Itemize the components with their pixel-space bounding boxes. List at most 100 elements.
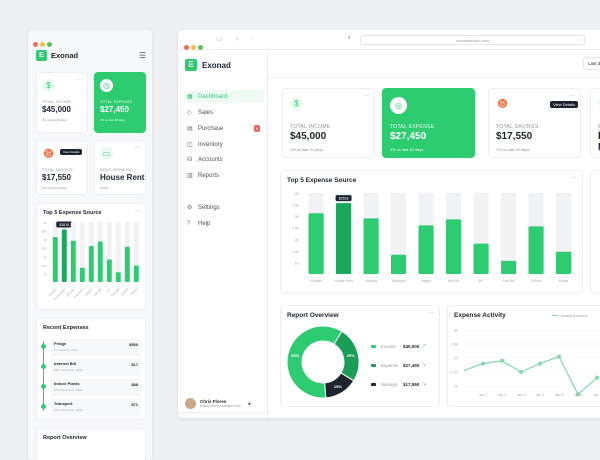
- bar-rosato[interactable]: [52, 237, 58, 282]
- sidebar-item-accounts[interactable]: ☊ Accounts: [187, 156, 223, 164]
- bar-plants[interactable]: [133, 265, 139, 283]
- more-icon[interactable]: ···: [134, 77, 140, 83]
- x-tick-label: Jan 6: [574, 393, 583, 397]
- side-card: [590, 170, 600, 293]
- bar-transport[interactable]: [391, 254, 407, 274]
- line-point[interactable]: [538, 361, 542, 366]
- bar-fuel-bill[interactable]: [501, 260, 517, 274]
- divider: [178, 412, 268, 413]
- bar-house-rent[interactable]: [336, 203, 352, 274]
- x-tick-label: Plants: [559, 279, 569, 283]
- bar-house-rent[interactable]: [61, 229, 67, 283]
- bar-transport[interactable]: [79, 267, 85, 282]
- more-icon[interactable]: ···: [76, 145, 82, 151]
- line-point[interactable]: [557, 354, 561, 359]
- bar-ac[interactable]: [473, 243, 489, 274]
- line-point[interactable]: [481, 361, 485, 366]
- sidebar-item-settings[interactable]: ⚙ Settings: [187, 204, 220, 212]
- x-tick-label: Net Bill: [93, 287, 103, 297]
- bar-ac[interactable]: [106, 259, 112, 283]
- mobile-stat-card[interactable]: ♉ ··· Total Savings $17,550 1% vs last 3…: [36, 140, 88, 195]
- x-tick-label: School: [531, 279, 542, 283]
- more-icon[interactable]: ···: [134, 145, 140, 151]
- list-item[interactable]: Transport 26th December, 2022 $71: [51, 399, 141, 416]
- bar-fuel-bill[interactable]: [115, 272, 121, 282]
- logo: E Exonad: [36, 50, 78, 61]
- list-item[interactable]: Indoor Plants 27th December, 2022 $88: [51, 379, 141, 396]
- bar-net-bill[interactable]: [97, 241, 103, 283]
- donut-chart: 25% 15% 60%: [286, 325, 360, 399]
- mobile-stat-card[interactable]: ◎ ··· Total Expense $27,450 2% vs last 3…: [94, 72, 146, 133]
- sidebar-item-purchase[interactable]: ▤ Purchase 5: [187, 125, 260, 132]
- list-item[interactable]: Internet Bill 28th December, 2022 $17: [51, 359, 141, 376]
- stat-card[interactable]: $ ··· Total Income $45,000 4% vs last 30…: [282, 88, 375, 158]
- slice-label: 60%: [291, 353, 299, 358]
- x-tick-label: Fuel Bill: [110, 287, 121, 298]
- bar-school[interactable]: [124, 246, 130, 282]
- forward-icon[interactable]: ›: [250, 34, 253, 43]
- sidebar-item-sales[interactable]: ◇ Sales: [187, 109, 214, 117]
- donut-slice-income[interactable]: [286, 325, 343, 399]
- stat-card[interactable]: ♉ ··· Total Savings $17,550 1% vs last 3…: [488, 88, 581, 158]
- more-icon[interactable]: ···: [76, 77, 82, 83]
- view-details-tooltip[interactable]: View Details: [60, 149, 83, 155]
- mobile-stat-card[interactable]: ▭ ··· Most Spending House Rent $1150: [94, 140, 146, 195]
- more-icon[interactable]: ···: [363, 93, 369, 99]
- mobile-stat-card[interactable]: $ ··· Total Income $45,000 4% vs last 30…: [36, 72, 88, 133]
- line-point[interactable]: [595, 375, 599, 380]
- bar-utensils[interactable]: [70, 240, 76, 282]
- sidebar-item-dashboard[interactable]: ▦ Dashboard: [184, 90, 264, 103]
- menu-icon[interactable]: ☰: [138, 51, 146, 60]
- user-profile[interactable]: Chris Flores felicity.reid@example.com ▸: [185, 398, 251, 409]
- bar-net-bill[interactable]: [446, 219, 462, 274]
- y-tick-label: 3.5K: [41, 230, 47, 234]
- x-tick-label: Plants: [130, 287, 139, 296]
- line-point[interactable]: [576, 392, 580, 397]
- more-icon[interactable]: ···: [569, 93, 575, 99]
- more-icon[interactable]: ···: [571, 175, 577, 181]
- y-tick-label: 1.5K: [292, 250, 300, 254]
- bar-tooltip-text: $3518: [59, 223, 69, 227]
- line-point[interactable]: [519, 370, 523, 374]
- box-icon: ◫: [187, 142, 193, 148]
- sidebar-item-help[interactable]: ? Help: [187, 220, 211, 227]
- x-tick-label: Jan 7: [593, 393, 600, 397]
- bar-laptop[interactable]: [418, 225, 434, 274]
- back-icon[interactable]: ‹: [236, 34, 239, 43]
- y-tick-label: 4K: [43, 221, 47, 225]
- sidebar-toggle-icon[interactable]: ▭: [216, 36, 223, 43]
- y-tick-label: 4K: [295, 192, 300, 196]
- stat-card[interactable]: ▭ ··· Most Spending House Rent $1150: [590, 88, 600, 158]
- browser-bar: ▭ ‹ › ◐ exonadstudio.com: [178, 30, 600, 50]
- bar-rosato[interactable]: [308, 213, 324, 274]
- recent-expenses-card: Recent Expenses Fridge 1st January, 2023 $…: [36, 318, 146, 420]
- help-icon: ?: [187, 220, 191, 227]
- bar-plants[interactable]: [556, 251, 572, 274]
- y-tick-label: 2K: [295, 238, 300, 242]
- y-tick-label: 3K: [43, 238, 47, 242]
- line-legend: Actual Amount: [552, 313, 587, 318]
- trend-down-icon: ↘: [422, 362, 427, 367]
- more-icon[interactable]: ···: [428, 310, 434, 316]
- bar-utensils[interactable]: [363, 218, 379, 274]
- sidebar-item-inventory[interactable]: ◫ Inventory: [187, 141, 223, 149]
- chevron-right-icon[interactable]: ▸: [248, 400, 252, 407]
- bar-laptop[interactable]: [88, 246, 94, 282]
- line-point[interactable]: [500, 358, 504, 363]
- sidebar-item-reports[interactable]: ▥ Reports: [187, 172, 220, 180]
- x-tick-label: Rosato: [48, 287, 58, 297]
- date-range-button[interactable]: Last 3: [583, 57, 600, 70]
- stat-card[interactable]: ◎ ··· Total Expense $27,450 2% vs last 3…: [382, 88, 475, 158]
- view-details-tooltip[interactable]: View Details: [550, 101, 578, 108]
- desktop-frame: ▭ ‹ › ◐ exonadstudio.com E Exonad ▦ Dashb…: [178, 30, 600, 418]
- more-icon[interactable]: ···: [463, 93, 469, 99]
- sidebar: E Exonad ▦ Dashboard ◇ Sales ▤ Purchase 5 ◫ Inve…: [178, 50, 268, 418]
- url-bar[interactable]: exonadstudio.com: [360, 35, 585, 45]
- more-icon[interactable]: ···: [134, 208, 140, 214]
- list-item[interactable]: Fridge 1st January, 2023 $550: [51, 339, 141, 356]
- dollar-icon: $: [42, 79, 55, 92]
- bar-school[interactable]: [528, 226, 544, 274]
- bar-tooltip: [335, 195, 352, 202]
- mobile-expense-chart-card: Top 5 Expense Source ··· 4K 3.5K 3K 2.5K 2K 1…: [36, 203, 146, 310]
